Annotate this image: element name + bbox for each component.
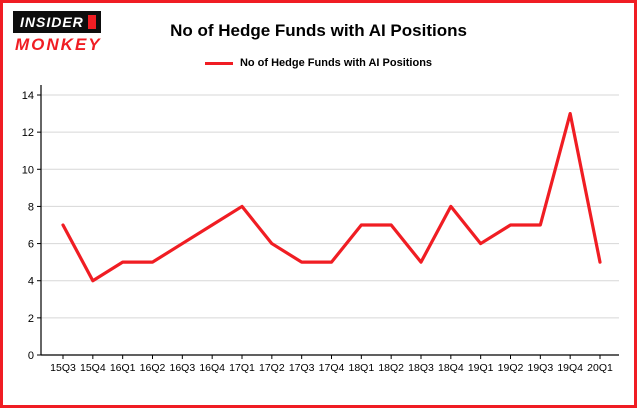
x-tick-label: 16Q1 — [110, 362, 136, 374]
y-tick-label: 0 — [28, 350, 34, 362]
x-tick-label: 19Q4 — [557, 362, 583, 374]
x-tick-label: 16Q2 — [140, 362, 166, 374]
x-tick-label: 19Q1 — [468, 362, 494, 374]
logo-insider-text: INSIDER — [20, 14, 84, 30]
x-tick-label: 17Q3 — [289, 362, 315, 374]
logo-insider-box: INSIDER — [13, 11, 101, 33]
logo-red-block-icon — [87, 15, 96, 29]
insider-monkey-logo: INSIDER MONKEY — [13, 11, 102, 53]
x-tick-label: 15Q3 — [50, 362, 76, 374]
x-tick-label: 17Q2 — [259, 362, 285, 374]
x-tick-label: 18Q3 — [408, 362, 434, 374]
x-tick-label: 16Q4 — [199, 362, 225, 374]
logo-monkey-text: MONKEY — [15, 35, 102, 54]
legend: No of Hedge Funds with AI Positions — [3, 57, 634, 69]
legend-line-icon — [204, 61, 233, 65]
x-tick-label: 18Q2 — [378, 362, 404, 374]
x-tick-label: 17Q4 — [319, 362, 345, 374]
x-tick-label: 17Q1 — [229, 362, 255, 374]
line-chart: 0 2 4 6 8 10 12 14 15Q3 15Q4 16Q1 16Q2 16Q3 16Q4 17Q1 1… — [22, 85, 619, 374]
y-tick-label: 6 — [28, 239, 34, 251]
x-tick-label: 18Q4 — [438, 362, 464, 374]
y-tick-label: 8 — [28, 201, 34, 213]
x-tick-label: 19Q3 — [527, 362, 553, 374]
series-line — [61, 111, 602, 283]
y-tick-label: 12 — [22, 127, 34, 139]
chart-title: No of Hedge Funds with AI Positions — [170, 21, 467, 40]
x-tick-label: 16Q3 — [169, 362, 195, 374]
x-tick-label: 20Q1 — [587, 362, 613, 374]
legend-label: No of Hedge Funds with AI Positions — [239, 57, 433, 69]
x-tick-label: 19Q2 — [498, 362, 524, 374]
x-tick-label: 15Q4 — [80, 362, 106, 374]
y-tick-label: 4 — [28, 276, 34, 288]
y-tick-label: 10 — [22, 164, 34, 176]
x-tick-label: 18Q1 — [348, 362, 374, 374]
y-tick-label: 2 — [28, 313, 34, 325]
y-tick-label: 14 — [22, 90, 34, 102]
